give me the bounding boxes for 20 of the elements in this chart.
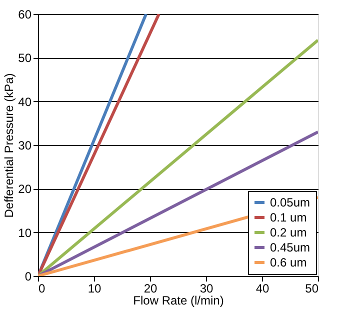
legend-label: 0.6 um	[270, 256, 307, 270]
y-tick-label: 10	[18, 226, 32, 240]
y-tick-label: 60	[18, 8, 32, 22]
y-tick-label: 0	[24, 270, 32, 284]
x-tick-label: 10	[88, 282, 102, 296]
x-tick-label: 30	[200, 282, 214, 296]
y-axis-title: Defferential Pressure (kPa)	[2, 73, 16, 218]
y-tick-label: 50	[18, 51, 32, 66]
x-tick-label: 50	[305, 282, 319, 296]
y-tick-label: 30	[18, 138, 32, 152]
y-tick-label: 40	[18, 94, 32, 109]
x-tick-label: 40	[256, 282, 270, 296]
legend-label: 0.05um	[270, 196, 310, 210]
x-tick-label: 0	[38, 282, 46, 296]
legend-label: 0.1 um	[270, 210, 307, 224]
y-tick-label: 20	[18, 182, 32, 196]
x-tick-label: 20	[144, 282, 158, 296]
legend-label: 0.45um	[270, 240, 310, 254]
x-axis-title: Flow Rate (l/min)	[133, 294, 224, 308]
legend-label: 0.2 um	[270, 226, 307, 240]
